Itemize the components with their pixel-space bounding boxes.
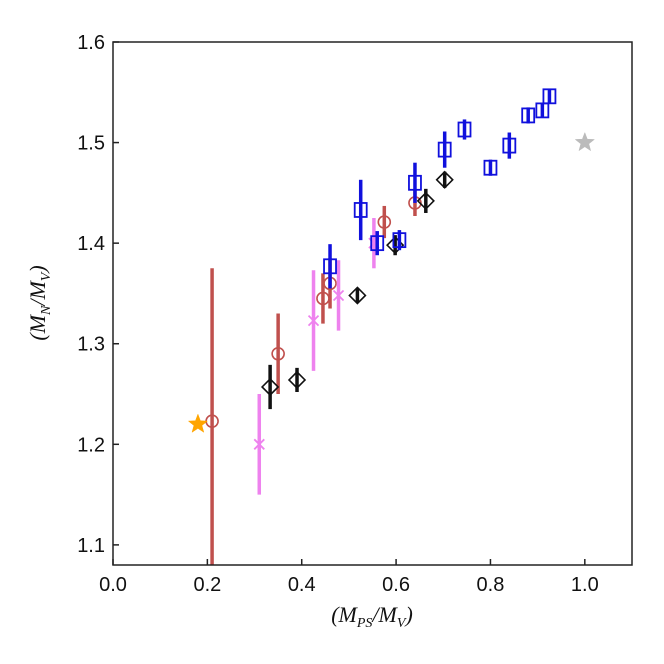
diamond-point (416, 191, 435, 211)
square-point (535, 102, 550, 119)
axis-ticks: 0.0 0.2 0.4 0.6 0.8 1.0 1.1 1.2 1.3 1.4 1.5 1.6 (77, 32, 599, 596)
y-axis-label: (MN/MV) (25, 265, 54, 340)
x-point (307, 314, 320, 327)
square-point (437, 141, 452, 158)
star-point (574, 131, 596, 152)
y-tick-label: 1.4 (77, 233, 105, 255)
square-point (521, 107, 536, 124)
square-point (392, 232, 407, 249)
circle-point (377, 215, 392, 229)
square-point (323, 258, 337, 275)
y-tick-label: 1.1 (77, 535, 105, 557)
x-tick-label: 0.8 (477, 574, 505, 596)
plot-frame (112, 41, 633, 566)
square-point (542, 88, 557, 105)
square-point (483, 159, 498, 176)
square-point (370, 235, 385, 252)
square-point (502, 137, 517, 154)
star-point (187, 413, 209, 433)
x-point (332, 289, 345, 302)
square-point (408, 174, 422, 191)
data-marks (187, 88, 596, 565)
square-point (457, 121, 472, 138)
circle-point (271, 346, 285, 361)
diamond-point (348, 286, 367, 305)
square-point (353, 202, 368, 218)
y-tick-label: 1.3 (77, 334, 105, 356)
y-tick-label: 1.2 (77, 434, 105, 456)
x-point (253, 438, 265, 450)
diamond-point (435, 170, 454, 189)
x-tick-label: 0.2 (193, 574, 221, 596)
x-axis-label: (MPS/MV) (331, 602, 413, 631)
diamond-point (260, 377, 280, 397)
x-tick-label: 0.0 (99, 574, 127, 596)
x-tick-label: 0.4 (288, 574, 316, 596)
y-tick-label: 1.6 (77, 32, 105, 54)
y-tick-label: 1.5 (77, 133, 105, 155)
diamond-point (287, 370, 307, 390)
x-tick-label: 0.6 (382, 574, 410, 596)
x-tick-label: 1.0 (571, 574, 599, 596)
